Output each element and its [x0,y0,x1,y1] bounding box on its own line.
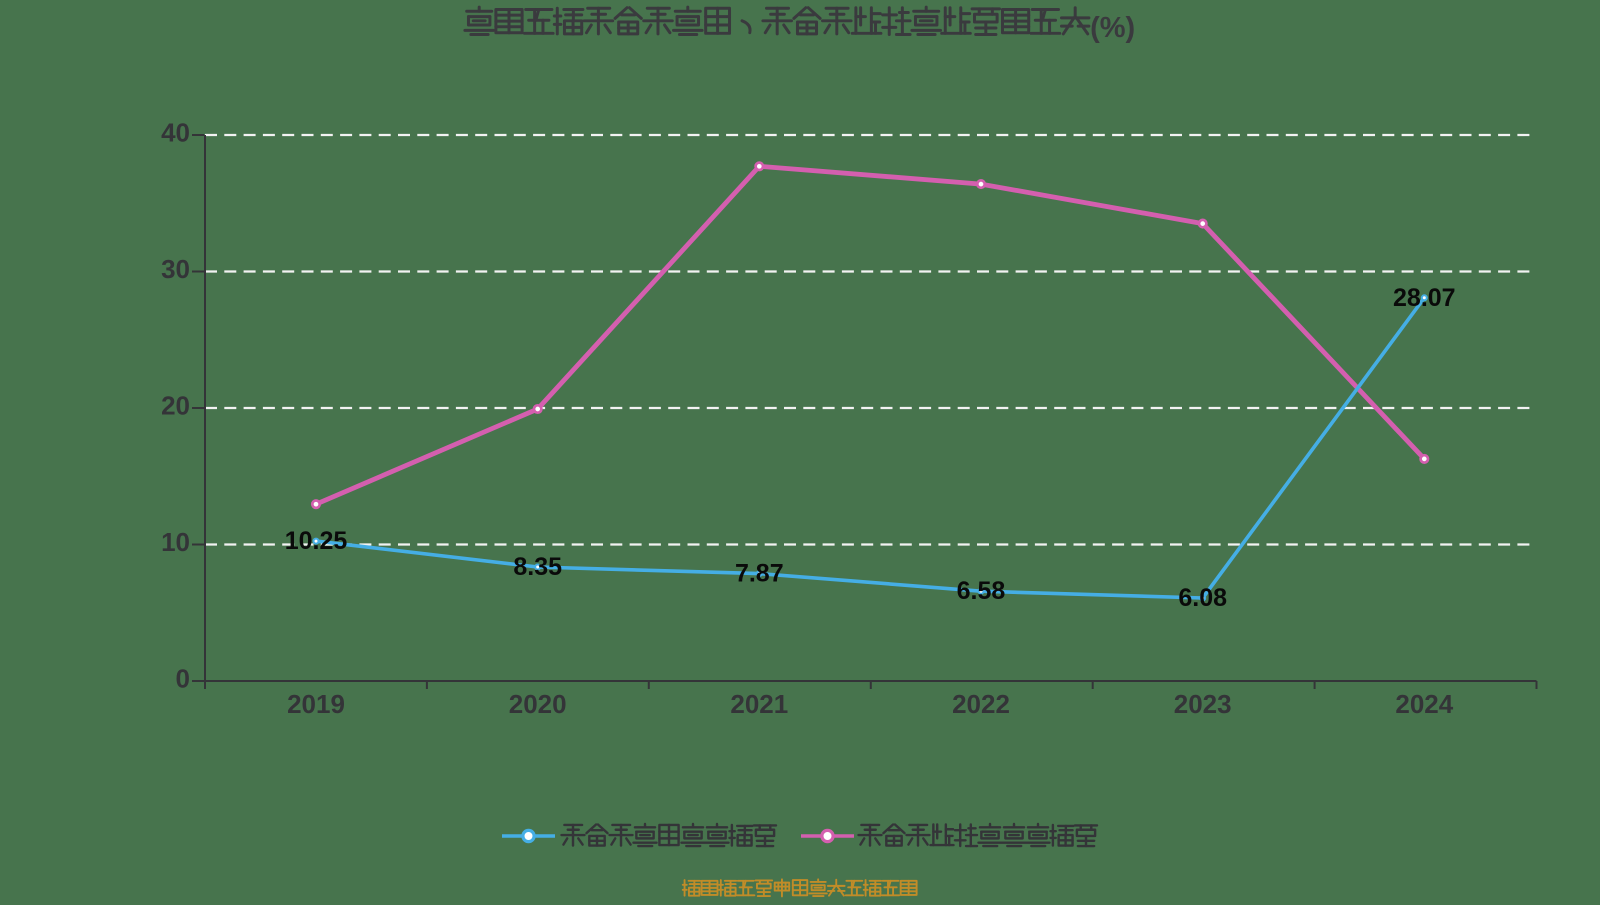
svg-text:0: 0 [176,664,190,694]
svg-text:7.87: 7.87 [735,560,784,588]
svg-text:10.25: 10.25 [285,527,348,555]
svg-text:2023: 2023 [1174,689,1232,719]
svg-text:10: 10 [161,527,190,557]
svg-text:2020: 2020 [509,689,567,719]
svg-text:2021: 2021 [730,689,788,719]
svg-text:8.35: 8.35 [513,553,562,581]
svg-text:2024: 2024 [1395,689,1453,719]
svg-text:20: 20 [161,391,190,421]
svg-text:28.07: 28.07 [1393,284,1456,312]
svg-text:(%): (%) [1090,12,1135,44]
svg-text:2022: 2022 [952,689,1010,719]
svg-text:6.58: 6.58 [957,577,1006,605]
svg-text:2019: 2019 [287,689,345,719]
svg-text:30: 30 [161,254,190,284]
svg-text:40: 40 [161,118,190,148]
svg-text:6.08: 6.08 [1178,584,1227,612]
